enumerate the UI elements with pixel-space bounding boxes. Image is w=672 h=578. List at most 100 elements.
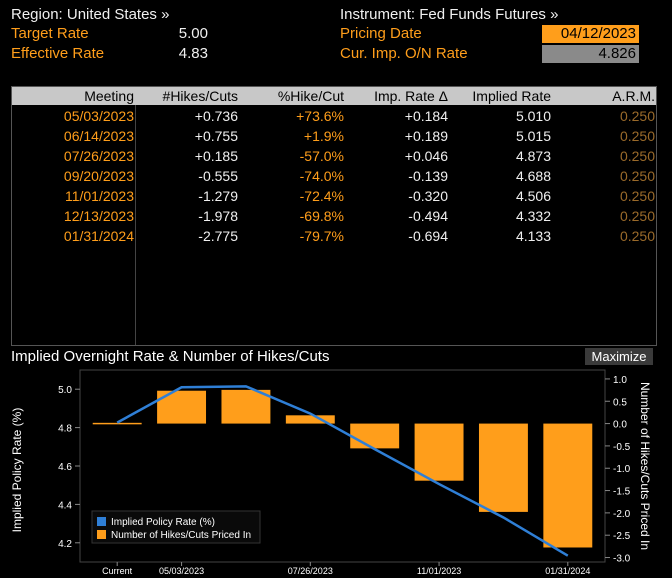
cell-implied: 4.133 [515, 228, 551, 244]
pricing-date-input[interactable]: 04/12/2023 [542, 25, 639, 43]
x-axis: Current 05/03/2023 07/26/2023 11/01/2023 01/… [102, 562, 590, 576]
cell-implied: 5.015 [515, 128, 551, 144]
table-row[interactable]: 12/13/2023 -1.978 -69.8% -0.494 4.332 0.… [12, 206, 656, 226]
x-tick-label: 11/01/2023 [417, 566, 461, 576]
cell-meeting: 11/01/2023 [64, 188, 134, 204]
right-tick-label: 1.0 [613, 375, 627, 386]
right-tick-label: -1.5 [613, 487, 631, 498]
bars-group [92, 389, 593, 548]
cell-meeting: 06/14/2023 [63, 128, 134, 144]
cell-delta: -0.139 [408, 168, 448, 184]
left-tick-label: 4.8 [58, 424, 72, 435]
legend: Implied Policy Rate (%) Number of Hikes/… [91, 510, 261, 544]
cell-arm: 0.250 [619, 188, 655, 204]
chart-title: Implied Overnight Rate & Number of Hikes… [11, 348, 330, 365]
cell-pct: +1.9% [303, 128, 344, 144]
cell-hikes: +0.185 [194, 148, 238, 164]
col-meeting[interactable]: Meeting [84, 88, 134, 104]
legend-box [91, 510, 261, 544]
left-tick-label: 4.6 [58, 462, 72, 473]
cell-pct: -79.7% [299, 228, 344, 244]
col-implied-rate[interactable]: Implied Rate [472, 88, 551, 104]
cell-delta: -0.494 [408, 208, 448, 224]
rate-chart: 5.0 4.8 4.6 4.4 4.2 1.0 0.5 0.0 -0.5 -1.0 -1.5 -2.… [10, 369, 652, 576]
x-tick-label: 07/26/2023 [288, 566, 333, 576]
left-tick-label: 4.2 [58, 539, 72, 550]
right-tick-label: -2.0 [613, 509, 631, 520]
cell-pct: -72.4% [299, 188, 344, 204]
cell-implied: 4.332 [515, 208, 551, 224]
right-tick-label: 0.5 [613, 397, 627, 408]
target-rate-value: 5.00 [178, 25, 208, 42]
cell-implied: 4.873 [515, 148, 551, 164]
cell-arm: 0.250 [619, 168, 655, 184]
cell-delta: -0.694 [408, 228, 448, 244]
cell-pct: -69.8% [299, 208, 344, 224]
pricing-date-label: Pricing Date [340, 25, 422, 42]
col-arm[interactable]: A.R.M. [612, 88, 655, 104]
legend-swatch-line [97, 517, 106, 526]
cell-hikes: +0.736 [194, 108, 238, 124]
legend-label-bar: Number of Hikes/Cuts Priced In [111, 530, 251, 541]
table-header: Meeting #Hikes/Cuts %Hike/Cut Imp. Rate … [12, 87, 656, 105]
y-axis-label-right: Number of Hikes/Cuts Priced In [638, 382, 652, 550]
cell-implied: 5.010 [515, 108, 551, 124]
cell-meeting: 01/31/2024 [63, 228, 134, 244]
cur-imp-rate-label: Cur. Imp. O/N Rate [340, 45, 468, 62]
cell-pct: +73.6% [296, 108, 344, 124]
cell-delta: +0.184 [404, 108, 448, 124]
cur-imp-rate-value: 4.826 [542, 45, 639, 63]
cell-arm: 0.250 [619, 228, 655, 244]
col-pct-hike-cut[interactable]: %Hike/Cut [277, 88, 344, 104]
col-imp-rate-delta[interactable]: Imp. Rate Δ [374, 88, 448, 104]
cell-pct: -74.0% [299, 168, 344, 184]
table-row[interactable]: 11/01/2023 -1.279 -72.4% -0.320 4.506 0.… [12, 186, 656, 206]
cell-arm: 0.250 [619, 148, 655, 164]
cell-meeting: 05/03/2023 [63, 108, 134, 124]
instrument-selector[interactable]: Instrument: Fed Funds Futures » [340, 6, 559, 23]
left-tick-label: 4.4 [58, 500, 72, 511]
bar [414, 423, 464, 481]
bar [285, 415, 335, 424]
cell-hikes: -1.279 [198, 188, 238, 204]
cell-hikes: -2.775 [198, 228, 238, 244]
left-tick-label: 5.0 [58, 385, 72, 396]
maximize-button[interactable]: Maximize [585, 348, 653, 365]
cell-implied: 4.506 [515, 188, 551, 204]
implied-rate-line [116, 385, 569, 557]
bar [350, 423, 400, 449]
target-rate-label: Target Rate [11, 25, 89, 42]
right-tick-label: -0.5 [613, 442, 631, 453]
cell-hikes: -1.978 [198, 208, 238, 224]
cell-hikes: +0.755 [194, 128, 238, 144]
effective-rate-label: Effective Rate [11, 45, 105, 62]
cell-arm: 0.250 [619, 208, 655, 224]
cell-delta: +0.046 [404, 148, 448, 164]
meetings-table: Meeting #Hikes/Cuts %Hike/Cut Imp. Rate … [11, 86, 657, 346]
x-tick-label: Current [102, 566, 133, 576]
right-axis: 1.0 0.5 0.0 -0.5 -1.0 -1.5 -2.0 -2.5 -3.0 [605, 375, 631, 565]
table-row[interactable]: 05/03/2023 +0.736 +73.6% +0.184 5.010 0.… [12, 106, 656, 126]
right-tick-label: -3.0 [613, 554, 631, 565]
x-tick-label: 01/31/2024 [545, 566, 590, 576]
right-tick-label: 0.0 [613, 420, 627, 431]
bar [478, 423, 528, 512]
cell-meeting: 07/26/2023 [63, 148, 134, 164]
cell-arm: 0.250 [619, 128, 655, 144]
table-row[interactable]: 07/26/2023 +0.185 -57.0% +0.046 4.873 0.… [12, 146, 656, 166]
cell-delta: +0.189 [404, 128, 448, 144]
table-row[interactable]: 06/14/2023 +0.755 +1.9% +0.189 5.015 0.2… [12, 126, 656, 146]
col-hikes-cuts[interactable]: #Hikes/Cuts [162, 88, 238, 104]
bar [92, 422, 142, 425]
table-row[interactable]: 09/20/2023 -0.555 -74.0% -0.139 4.688 0.… [12, 166, 656, 186]
table-row[interactable]: 01/31/2024 -2.775 -79.7% -0.694 4.133 0.… [12, 226, 656, 246]
cell-delta: -0.320 [408, 188, 448, 204]
region-selector[interactable]: Region: United States » [11, 6, 170, 23]
line-group [116, 385, 569, 557]
x-tick-label: 05/03/2023 [159, 566, 204, 576]
cell-arm: 0.250 [619, 108, 655, 124]
cell-pct: -57.0% [299, 148, 344, 164]
y-axis-label-left: Implied Policy Rate (%) [10, 408, 24, 533]
legend-label-line: Implied Policy Rate (%) [111, 517, 215, 528]
cell-implied: 4.688 [515, 168, 551, 184]
